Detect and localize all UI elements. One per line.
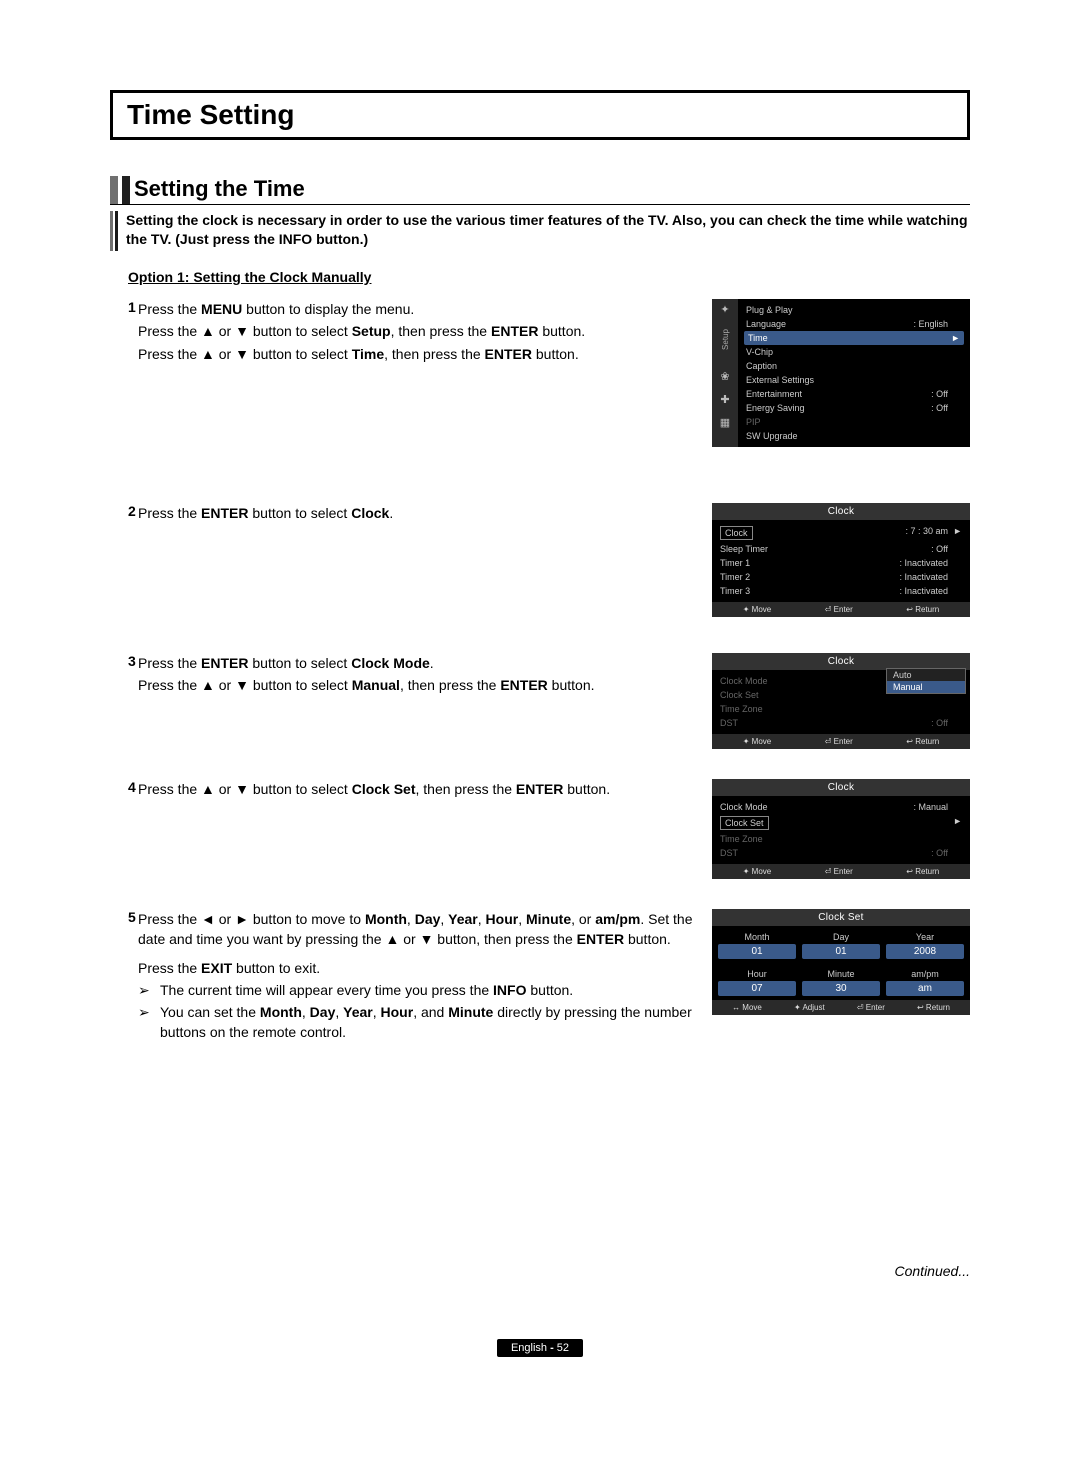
osd-menu-item: DST: Off	[718, 716, 964, 730]
note-arrow-icon: ➢	[138, 1002, 160, 1043]
osd-menu-item: PIP	[744, 415, 964, 429]
flower-icon: ❀	[720, 370, 729, 383]
osd-dropdown: Auto Manual	[886, 668, 966, 694]
osd-title: Clock	[712, 779, 970, 796]
osd-menu-item: Sleep Timer: Off	[718, 542, 964, 556]
clockset-field: Minute30	[802, 967, 880, 996]
osd-menu-item: Timer 1: Inactivated	[718, 556, 964, 570]
continued-label: Continued...	[110, 1263, 970, 1279]
osd-footer: ↔ Move ✦ Adjust ⏎ Enter ↩ Return	[712, 1000, 970, 1015]
clockset-field: Hour07	[718, 967, 796, 996]
step-body: Press the ▲ or ▼ button to select Clock …	[138, 779, 700, 801]
osd-title: Clock	[712, 503, 970, 520]
osd-title: Clock Set	[712, 909, 970, 926]
osd-footer: ✦ Move ⏎ Enter ↩ Return	[712, 864, 970, 879]
clockset-field: Day01	[802, 930, 880, 959]
step-number: 4	[110, 779, 138, 801]
osd-menu-item: Time Zone	[718, 702, 964, 716]
clockset-row: Hour07Minute30am/pmam	[712, 963, 970, 1000]
step-body: Press the ENTER button to select Clock.	[138, 503, 700, 525]
osd-list: Clock: 7 : 30 am►Sleep Timer: OffTimer 1…	[712, 520, 970, 602]
subtitle-row: Setting the Time	[110, 176, 970, 205]
subtitle-bar-icon	[122, 176, 130, 204]
osd-list: Clock Mode: ManualClock Set►Time ZoneDST…	[712, 796, 970, 864]
step-number: 1	[110, 299, 138, 366]
osd-list: Clock ModeClock SetTime ZoneDST: Off Aut…	[712, 670, 970, 734]
step-body: Press the ENTER button to select Clock M…	[138, 653, 700, 698]
step-body: Press the MENU button to display the men…	[138, 299, 700, 366]
sidebar-label: Setup	[721, 329, 730, 350]
page-title: Time Setting	[127, 99, 953, 131]
osd-menu-item: External Settings	[744, 373, 964, 387]
osd-clock-screen-3: Clock Clock Mode: ManualClock Set►Time Z…	[712, 779, 970, 879]
osd-menu-item: SW Upgrade	[744, 429, 964, 443]
step-2: 2 Press the ENTER button to select Clock…	[110, 503, 970, 617]
osd-menu-item: Timer 3: Inactivated	[718, 584, 964, 598]
osd-menu-item: Clock: 7 : 30 am►	[718, 524, 964, 542]
plus-icon: ✚	[720, 393, 729, 406]
osd-menu-item: Time Zone	[718, 832, 964, 846]
step-number: 2	[110, 503, 138, 525]
intro-bars-icon	[110, 211, 120, 251]
clockset-field: Year2008	[886, 930, 964, 959]
step-body: Press the ◄ or ► button to move to Month…	[138, 909, 700, 1043]
osd-menu-item: Clock Mode: Manual	[718, 800, 964, 814]
osd-menu-item: DST: Off	[718, 846, 964, 860]
step-3: 3 Press the ENTER button to select Clock…	[110, 653, 970, 749]
clockset-field: am/pmam	[886, 967, 964, 996]
step-1: 1 Press the MENU button to display the m…	[110, 299, 970, 447]
osd-menu-item: Caption	[744, 359, 964, 373]
dropdown-option: Auto	[887, 669, 965, 681]
intro-text: Setting the clock is necessary in order …	[126, 211, 970, 251]
footer-page: 52	[557, 1342, 569, 1354]
step-5: 5 Press the ◄ or ► button to move to Mon…	[110, 909, 970, 1043]
osd-clockset-screen: Clock Set Month01Day01Year2008 Hour07Min…	[712, 909, 970, 1015]
osd-clock-screen-1: Clock Clock: 7 : 30 am►Sleep Timer: OffT…	[712, 503, 970, 617]
osd-footer: ✦ Move ⏎ Enter ↩ Return	[712, 734, 970, 749]
osd-menu-item: V-Chip	[744, 345, 964, 359]
step-number: 3	[110, 653, 138, 698]
clockset-field: Month01	[718, 930, 796, 959]
step-4: 4 Press the ▲ or ▼ button to select Cloc…	[110, 779, 970, 879]
subtitle: Setting the Time	[134, 176, 305, 204]
title-box: Time Setting	[110, 90, 970, 140]
osd-setup-list: Plug & PlayLanguage: EnglishTime►V-ChipC…	[738, 299, 970, 447]
osd-sidebar: ✦ Setup ❀ ✚ ▦	[712, 299, 738, 447]
option-heading: Option 1: Setting the Clock Manually	[128, 269, 970, 285]
subtitle-bar-icon	[110, 176, 118, 204]
dropdown-option-selected: Manual	[887, 681, 965, 693]
page-footer: English - 52	[497, 1339, 583, 1357]
osd-menu-item: Entertainment: Off	[744, 387, 964, 401]
osd-menu-item: Language: English	[744, 317, 964, 331]
footer-lang: English	[511, 1342, 547, 1354]
osd-menu-item: Plug & Play	[744, 303, 964, 317]
osd-menu-item: Energy Saving: Off	[744, 401, 964, 415]
osd-clock-screen-2: Clock Clock ModeClock SetTime ZoneDST: O…	[712, 653, 970, 749]
intro-block: Setting the clock is necessary in order …	[110, 211, 970, 251]
grid-icon: ▦	[720, 416, 730, 429]
osd-menu-item: Timer 2: Inactivated	[718, 570, 964, 584]
osd-menu-item: Time►	[744, 331, 964, 345]
note-arrow-icon: ➢	[138, 980, 160, 1000]
osd-footer: ✦ Move ⏎ Enter ↩ Return	[712, 602, 970, 617]
step-number: 5	[110, 909, 138, 1043]
gear-icon: ✦	[720, 303, 729, 316]
osd-menu-item: Clock Set►	[718, 814, 964, 832]
clockset-row: Month01Day01Year2008	[712, 926, 970, 963]
osd-setup-screen: ✦ Setup ❀ ✚ ▦ Plug & PlayLanguage: Engli…	[712, 299, 970, 447]
